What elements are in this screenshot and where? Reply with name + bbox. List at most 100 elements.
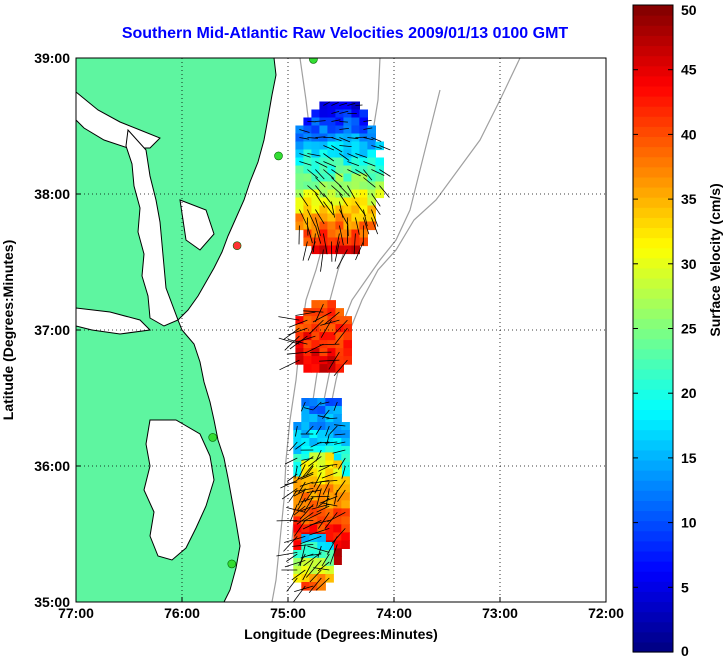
velocity-cell [317, 422, 326, 431]
velocity-vector [315, 193, 325, 208]
velocity-cell [343, 245, 352, 255]
velocity-cell [309, 446, 318, 455]
colorbar-segment [633, 520, 673, 532]
y-axis-ticks: 35:00 36:00 37:00 38:00 39:00 [34, 50, 81, 610]
velocity-cell [375, 173, 384, 183]
velocity-vector [355, 201, 366, 217]
x-tick-label: 76:00 [164, 605, 200, 621]
colorbar-segment [633, 207, 673, 218]
velocity-vector [294, 520, 306, 537]
velocity-cell [293, 558, 302, 567]
velocity-vector [307, 545, 330, 553]
colorbar-segment [633, 288, 673, 299]
velocity-vector [296, 335, 316, 343]
velocity-cell [333, 476, 342, 485]
velocity-vector [371, 169, 385, 176]
velocity-cell [333, 414, 342, 423]
velocity-cell [343, 348, 352, 357]
velocity-cell [303, 125, 312, 135]
velocity-cell [317, 468, 326, 477]
velocity-cell [309, 452, 318, 461]
velocity-cell [333, 508, 342, 517]
velocity-vector [292, 544, 314, 547]
velocity-cell [301, 542, 310, 551]
velocity-vector [320, 319, 340, 326]
velocity-cell [317, 452, 326, 461]
velocity-cell [375, 157, 384, 167]
velocity-vector [300, 497, 314, 503]
colorbar-tick-label: 0 [681, 643, 689, 659]
velocity-vector [327, 512, 346, 523]
velocity-cell [295, 141, 304, 151]
velocity-vector [315, 136, 326, 138]
velocity-cell [359, 197, 368, 207]
velocity-vector [363, 217, 370, 235]
velocity-cell [301, 414, 310, 423]
velocity-vector [323, 169, 335, 179]
velocity-vector [317, 415, 330, 419]
velocity-cell [317, 460, 326, 469]
velocity-vector [286, 577, 298, 592]
velocity-cell [317, 566, 326, 575]
velocity-vector [295, 441, 306, 450]
velocity-cell [341, 532, 350, 541]
velocity-vector [339, 209, 349, 226]
colorbar-segment [633, 358, 673, 370]
colorbar-segment [633, 611, 673, 623]
velocity-cell [293, 438, 302, 447]
velocity-vector [286, 553, 298, 562]
colorbar-segment [633, 146, 673, 158]
velocity-vector [297, 464, 306, 480]
radar-stations [208, 58, 318, 569]
colorbar-segment [633, 389, 673, 400]
velocity-cell [303, 324, 312, 333]
velocity-vector [281, 488, 298, 500]
velocity-cell [325, 532, 334, 541]
velocity-vector [335, 233, 340, 253]
colorbar-strip [633, 5, 673, 653]
velocity-cell [301, 574, 310, 583]
velocity-cell [309, 468, 318, 477]
velocity-cell [367, 149, 376, 159]
velocity-cell [317, 516, 326, 525]
velocity-cell [309, 406, 318, 415]
velocity-vector [300, 401, 306, 412]
velocity-cell [333, 492, 342, 501]
velocity-cell [359, 109, 368, 119]
velocity-cell [293, 516, 302, 525]
velocity-cell [301, 460, 310, 469]
velocity-cell [319, 117, 328, 127]
velocity-cell [319, 221, 328, 231]
velocity-cell [293, 446, 302, 455]
velocity-vector [287, 339, 308, 345]
james-river [76, 307, 152, 335]
velocity-cell [295, 173, 304, 183]
velocity-cell [303, 340, 312, 349]
colorbar-segment [633, 166, 673, 178]
velocity-vector [286, 351, 308, 355]
velocity-cell [327, 205, 336, 215]
velocity-cell [325, 508, 334, 517]
velocity-vector [315, 225, 322, 244]
velocity-vector [331, 145, 343, 153]
velocity-vector [379, 169, 391, 177]
velocity-cell [311, 324, 320, 333]
velocity-cell [341, 484, 350, 493]
velocity-cell [309, 582, 318, 591]
velocity-vector [278, 316, 300, 321]
x-tick-label: 74:00 [376, 605, 412, 621]
velocity-cell [367, 221, 376, 231]
velocity-cell [309, 430, 318, 439]
velocity-cell [319, 101, 328, 111]
velocity-cell [293, 550, 302, 559]
velocity-cell [317, 550, 326, 559]
velocity-cell [293, 540, 302, 549]
velocity-vector [284, 560, 306, 568]
velocity-cell [325, 446, 334, 455]
colorbar-segment [633, 480, 673, 491]
velocity-cell [351, 181, 360, 191]
velocity-vector [334, 480, 346, 496]
velocity-vector [323, 161, 337, 168]
velocity-vector [309, 351, 332, 353]
velocity-cell [325, 542, 334, 551]
